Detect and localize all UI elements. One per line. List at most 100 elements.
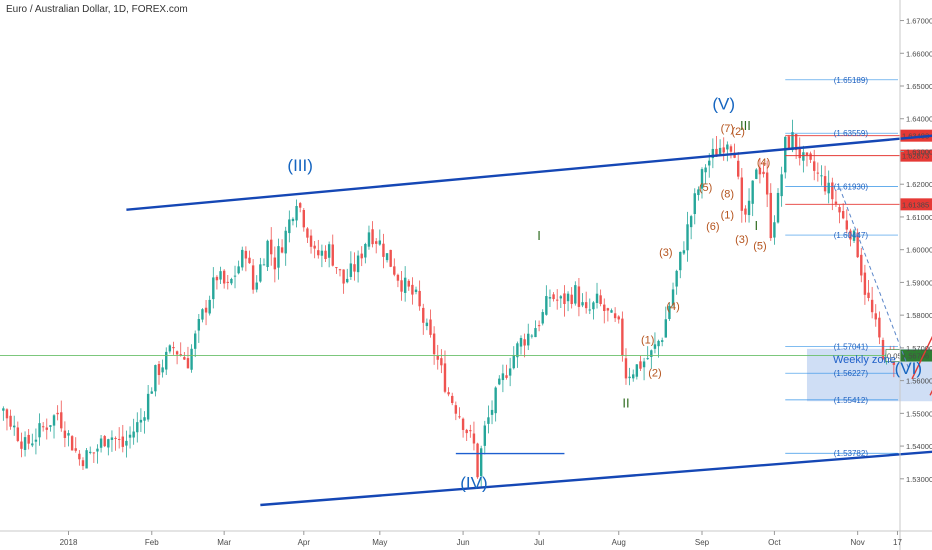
- date-tick-label: Oct: [768, 538, 781, 547]
- candle-body: [805, 152, 809, 156]
- candle-body: [867, 292, 870, 299]
- candle-body: [838, 207, 841, 213]
- candle-body: [60, 412, 63, 429]
- resistance-price-label: 1.61385: [902, 200, 929, 209]
- candle-body: [802, 152, 805, 161]
- candle-body: [787, 136, 791, 149]
- candle-body: [479, 448, 483, 477]
- candle-body: [114, 437, 117, 439]
- candle-body: [364, 243, 367, 258]
- price-tick-label: 1.61000: [906, 213, 932, 222]
- candle-body: [671, 289, 675, 305]
- candle-body: [324, 250, 327, 260]
- price-tick-label: 1.67000: [906, 17, 932, 26]
- candle-body: [827, 182, 830, 194]
- candle-body: [780, 174, 783, 197]
- candle-body: [204, 307, 208, 313]
- date-tick-label: 17: [893, 538, 902, 547]
- candle-body: [338, 269, 342, 271]
- candle-body: [23, 437, 27, 450]
- candle-body: [653, 344, 657, 349]
- forecast-dashed-line: [839, 187, 909, 368]
- candle-body: [154, 365, 157, 392]
- candle-body: [385, 253, 389, 261]
- price-tick-label: 1.57000: [906, 344, 932, 353]
- candle-body: [146, 393, 150, 420]
- projection-arrow: [911, 335, 932, 380]
- price-tick-label: 1.66000: [906, 49, 932, 58]
- price-tick-label: 1.54000: [906, 442, 932, 451]
- candle-body: [255, 282, 258, 290]
- candle-body: [577, 286, 581, 307]
- candle-body: [718, 147, 722, 154]
- candle-body: [241, 249, 244, 268]
- candle-body: [505, 375, 508, 378]
- candle-body: [603, 304, 606, 312]
- candle-body: [447, 392, 450, 395]
- price-tick-label: 1.56000: [906, 377, 932, 386]
- candle-body: [125, 440, 128, 446]
- date-tick-label: Sep: [695, 538, 710, 547]
- candle-body: [650, 350, 653, 357]
- candle-body: [588, 309, 591, 311]
- candle-body: [675, 270, 678, 287]
- date-tick-label: Jun: [457, 538, 470, 547]
- candle-body: [784, 136, 787, 173]
- candle-body: [270, 239, 273, 255]
- candle-body: [356, 255, 360, 273]
- candle-body: [244, 250, 248, 259]
- wave-label-orange: (5): [753, 241, 766, 253]
- wave-label-blue: (III): [287, 156, 313, 175]
- date-tick-label: May: [372, 538, 387, 547]
- candle-body: [197, 319, 201, 331]
- fib-level-label: (1.63559): [834, 129, 869, 138]
- candle-body: [527, 333, 530, 346]
- candle-body: [519, 338, 523, 347]
- candle-body: [331, 244, 334, 266]
- candle-body: [860, 254, 863, 276]
- candle-body: [371, 229, 374, 245]
- candle-body: [639, 361, 642, 369]
- candle-body: [313, 245, 316, 249]
- candle-body: [820, 175, 823, 177]
- candle-body: [375, 241, 378, 244]
- candle-body: [776, 192, 780, 223]
- candle-body: [476, 443, 479, 478]
- candle-body: [186, 358, 190, 369]
- candle-body: [461, 418, 465, 430]
- candle-body: [320, 250, 324, 256]
- candle-body: [494, 387, 497, 414]
- candle-body: [689, 216, 693, 228]
- price-tick-label: 1.63000: [906, 147, 932, 156]
- candle-body: [400, 280, 403, 292]
- candle-body: [856, 232, 859, 258]
- candle-body: [248, 257, 251, 264]
- price-tick-label: 1.62000: [906, 180, 932, 189]
- fib-level-label: (1.57041): [834, 343, 869, 352]
- candle-body: [346, 278, 349, 283]
- date-tick-label: Apr: [298, 538, 311, 547]
- date-tick-label: 2018: [60, 538, 78, 547]
- candle-body: [632, 374, 635, 379]
- wave-label-orange: (6): [706, 221, 719, 233]
- candle-body: [139, 419, 143, 423]
- label-layer: Weekly zone(III)(IV)(V)(VI)(VII)IIIIIII(…: [287, 95, 922, 493]
- candle-body: [831, 182, 834, 200]
- candle-body: [89, 451, 92, 453]
- date-tick-label: Aug: [612, 538, 626, 547]
- date-tick-label: Feb: [145, 538, 159, 547]
- candle-body: [284, 230, 287, 254]
- candle-body: [733, 152, 736, 158]
- candle-body: [751, 180, 754, 204]
- candle-body: [563, 293, 566, 305]
- candle-body: [41, 426, 45, 428]
- candle-body: [81, 460, 85, 467]
- candle-body: [99, 438, 103, 448]
- chart-title: Euro / Australian Dollar, 1D, FOREX.com: [6, 4, 188, 15]
- candle-body: [128, 434, 132, 438]
- candle-body: [360, 253, 363, 259]
- candle-body: [881, 339, 885, 360]
- candle-body: [107, 439, 110, 448]
